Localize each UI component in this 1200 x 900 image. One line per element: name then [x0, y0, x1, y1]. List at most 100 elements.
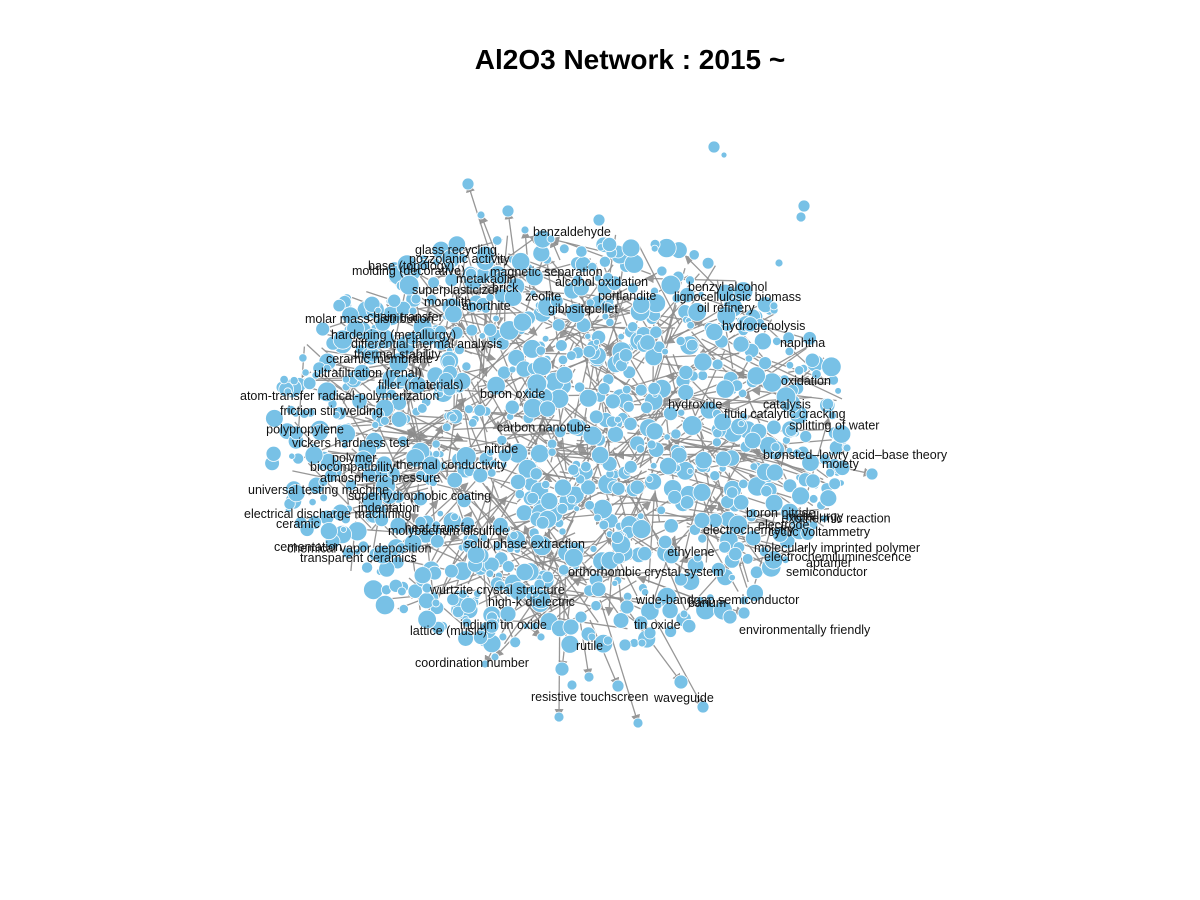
- node-label: wurtzite crystal structure: [429, 583, 565, 597]
- node: [289, 425, 304, 441]
- node: [617, 332, 625, 341]
- node: [656, 505, 666, 516]
- node: [610, 531, 624, 545]
- node: [591, 445, 610, 465]
- node: [546, 234, 556, 244]
- node: [414, 528, 422, 536]
- node-label: solid phase extraction: [464, 537, 585, 551]
- node: [414, 515, 427, 529]
- node: [693, 352, 713, 372]
- node: [374, 384, 388, 397]
- node: [649, 461, 658, 470]
- node: [566, 494, 577, 505]
- node: [265, 409, 284, 428]
- node: [659, 456, 678, 476]
- node: [421, 582, 433, 594]
- node-label: portlandite: [598, 289, 656, 303]
- node: [661, 602, 679, 620]
- node: [429, 533, 445, 549]
- node: [716, 306, 737, 326]
- node: [432, 257, 441, 267]
- node: [716, 283, 735, 303]
- node: [687, 302, 707, 322]
- node-label: catalysis: [763, 397, 811, 411]
- node-label: orthorhombic crystal system: [568, 565, 724, 579]
- node: [818, 453, 831, 466]
- node: [464, 267, 477, 280]
- node-label: indium tin oxide: [460, 618, 547, 632]
- edge: [292, 470, 381, 490]
- node-label: high-k dielectric: [488, 595, 575, 609]
- node: [308, 497, 317, 507]
- node: [346, 319, 365, 338]
- node: [479, 533, 489, 542]
- node: [480, 659, 490, 669]
- node: [602, 302, 613, 313]
- node: [582, 344, 597, 359]
- node: [514, 488, 526, 500]
- node: [673, 674, 689, 690]
- node: [316, 381, 338, 403]
- node: [441, 422, 452, 433]
- node: [279, 374, 289, 385]
- node: [805, 473, 821, 489]
- node: [694, 451, 713, 470]
- node: [371, 420, 380, 429]
- node-label: semiconductor: [786, 565, 867, 579]
- node-label: rutile: [576, 639, 603, 653]
- node: [426, 293, 438, 306]
- node: [427, 276, 440, 289]
- node-label: brønsted–lowry acid–base theory: [763, 448, 948, 462]
- node: [485, 292, 495, 302]
- node: [492, 517, 509, 534]
- node: [541, 570, 554, 584]
- node: [332, 329, 353, 350]
- node: [556, 502, 569, 515]
- node: [821, 397, 835, 411]
- node: [344, 478, 358, 492]
- node: [618, 638, 632, 652]
- node: [408, 375, 427, 394]
- edge: [438, 341, 529, 352]
- node: [548, 308, 557, 317]
- node-label: superplasticizer: [412, 283, 499, 297]
- node-label: indentation: [358, 501, 419, 515]
- node: [633, 615, 649, 631]
- node: [663, 433, 671, 441]
- node: [675, 335, 686, 346]
- node: [601, 312, 610, 321]
- node: [749, 565, 764, 580]
- node: [688, 249, 700, 261]
- edge: [460, 334, 535, 388]
- node: [432, 449, 441, 459]
- node: [385, 388, 397, 400]
- node: [677, 408, 686, 417]
- node: [594, 274, 603, 283]
- node: [522, 622, 530, 630]
- node: [501, 560, 515, 573]
- node: [737, 606, 751, 620]
- node-label: lattice (music): [410, 624, 487, 638]
- node: [612, 612, 630, 629]
- node: [685, 275, 696, 286]
- node-label: alcohol oxidation: [555, 275, 648, 289]
- node-label: cementation: [274, 540, 342, 554]
- node: [649, 325, 663, 339]
- node: [361, 561, 374, 574]
- node: [443, 260, 456, 273]
- node: [457, 589, 468, 599]
- node: [601, 236, 618, 253]
- node: [319, 522, 338, 541]
- node-label: molding (decorative): [352, 264, 465, 278]
- node: [821, 356, 842, 378]
- node: [379, 415, 390, 426]
- node: [339, 525, 347, 533]
- node: [311, 371, 320, 380]
- node: [785, 424, 798, 437]
- node: [301, 368, 310, 377]
- node: [639, 334, 656, 351]
- node: [526, 373, 548, 395]
- node: [492, 314, 500, 323]
